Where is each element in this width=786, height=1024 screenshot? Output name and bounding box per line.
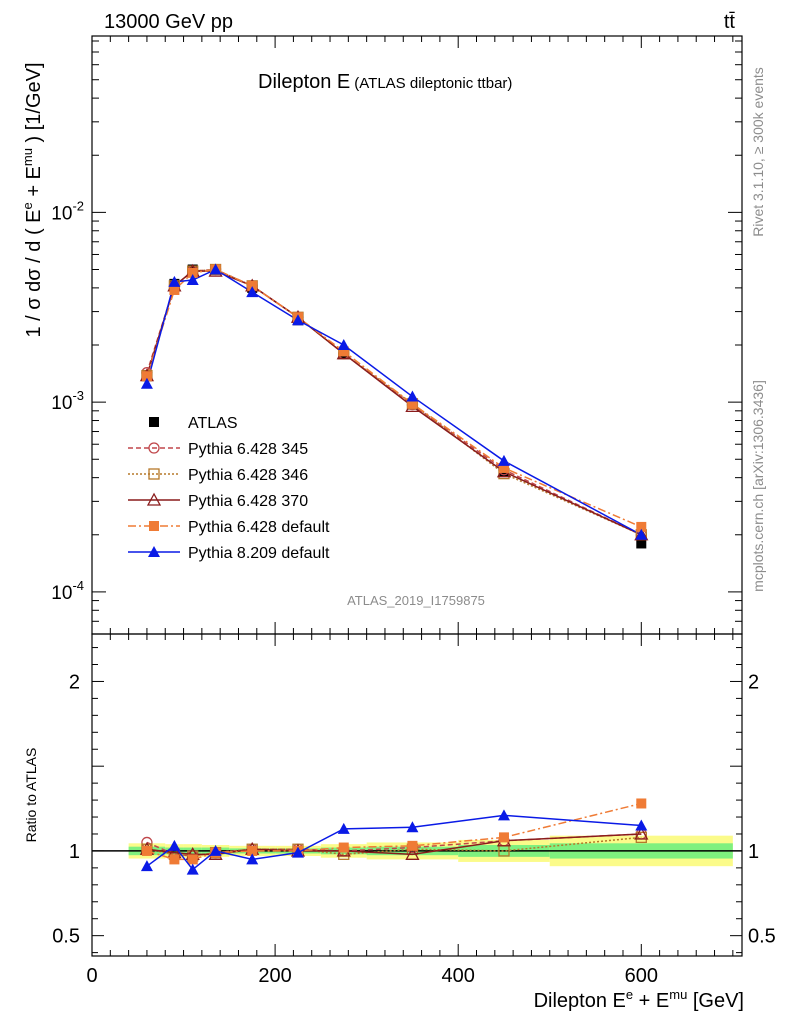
ratio-point-pdef6 [636, 798, 647, 809]
legend-label-p370: Pythia 6.428 370 [188, 493, 308, 510]
ratio-panel-frame [91, 633, 743, 957]
ratio-point-p8 [635, 819, 648, 831]
series-line-pdef6 [146, 268, 642, 528]
data-point-p8 [635, 528, 648, 540]
x-axis-label: Dilepton Ee + Emu [GeV] [534, 987, 744, 1012]
ratio-point-p8 [140, 860, 153, 872]
data-point-p8 [497, 454, 510, 466]
data-point-pdef6 [141, 371, 152, 382]
legend-label-pdef6: Pythia 6.428 default [188, 519, 330, 536]
series-line-p345 [146, 268, 642, 536]
legend-label-p8: Pythia 8.209 default [188, 545, 330, 562]
data-point-p8 [246, 286, 259, 298]
ratio-point-p370 [634, 826, 649, 840]
data-point-atlas [636, 538, 647, 549]
ratio-point-pdef6 [498, 832, 509, 843]
ratio-point-pdef6 [407, 840, 418, 851]
legend-label-p346: Pythia 6.428 346 [188, 467, 308, 484]
ratio-point-p8 [246, 853, 259, 865]
x-tick-label: 400 [442, 965, 475, 987]
ratio-point-p8 [337, 822, 350, 834]
ratio-y-tick-label: 0.5 [52, 926, 80, 948]
ratio-line-p346 [146, 836, 642, 857]
ratio-line-p370 [146, 833, 642, 856]
ratio-point-pdef6 [169, 854, 180, 865]
ratio-point-p8 [406, 821, 419, 833]
data-point-p8 [209, 263, 222, 275]
ratio-line-pdef6 [146, 802, 642, 861]
ratio-y-tick-label-right: 0.5 [748, 926, 776, 948]
chart-title: Dilepton E (ATLAS dileptonic ttbar) [258, 71, 512, 93]
main-y-tick-label: 10-4 [51, 578, 84, 604]
x-tick-label: 0 [86, 965, 97, 987]
legend-label-p345: Pythia 6.428 345 [188, 441, 308, 458]
ratio-y-tick-label-right: 2 [748, 671, 759, 693]
process-label: tt̄ [724, 11, 736, 33]
data-point-p8 [291, 314, 304, 326]
x-tick-label: 200 [258, 965, 291, 987]
frames-layer: 0 200 400 600 10-4 10-3 10-2 0.5 0.5 1 1 2 2 [51, 35, 776, 987]
ratio-y-tick-label: 1 [69, 841, 80, 863]
ratio-point-p8 [497, 809, 510, 821]
ratio-point-pdef6 [187, 854, 198, 865]
ratio-lines-layer [139, 798, 649, 875]
chart-title-sub: (ATLAS dileptonic ttbar) [354, 75, 512, 92]
data-point-pdef6 [247, 280, 258, 291]
data-point-p8 [406, 390, 419, 402]
data-point-pdef6 [498, 462, 509, 473]
ratio-point-p8 [291, 846, 304, 858]
legend-marker-p345 [148, 442, 160, 454]
main-lines-layer [139, 263, 649, 549]
x-tick-label: 600 [625, 965, 658, 987]
ratio-point-pdef6 [141, 845, 152, 856]
ratio-point-p8 [186, 863, 199, 875]
analysis-watermark: ATLAS_2019_I1759875 [347, 593, 485, 608]
ratio-y-tick-label-right: 1 [748, 841, 759, 863]
ratio-line-p8 [146, 814, 642, 871]
ratio-point-p8 [209, 844, 222, 856]
data-point-p8 [186, 274, 199, 286]
legend-marker-atlas [149, 417, 159, 427]
legend-marker-p8 [148, 546, 160, 557]
ratio-band-layer [92, 835, 742, 867]
ratio-point-pdef6 [247, 845, 258, 856]
legend-marker-p346 [148, 468, 160, 480]
rivet-version-label: Rivet 3.1.10, ≥ 300k events [750, 67, 766, 237]
chart-title-main: Dilepton E [258, 71, 350, 93]
energy-label: 13000 GeV pp [104, 11, 233, 33]
mcplots-label: mcplots.cern.ch [arXiv:1306.3436] [750, 380, 766, 592]
data-point-pdef6 [187, 267, 198, 278]
legend-marker-p370 [146, 492, 162, 506]
main-y-axis-label: 1 / σ dσ / d ( Ee + Emu ) [1/GeV] [20, 62, 45, 337]
data-point-p8 [337, 339, 350, 351]
data-point-pdef6 [407, 398, 418, 409]
data-point-pdef6 [169, 284, 180, 295]
ratio-point-p8 [168, 839, 181, 851]
main-y-tick-label: 10-2 [51, 198, 84, 224]
ratio-point-p370 [405, 846, 420, 860]
data-point-p8 [168, 275, 181, 287]
series-line-p8 [146, 268, 642, 536]
data-point-pdef6 [338, 346, 349, 357]
main-y-tick-label: 10-3 [51, 388, 84, 414]
ratio-y-tick-label: 2 [69, 671, 80, 693]
ratio-point-pdef6 [338, 842, 349, 853]
legend-marker-pdef6 [149, 521, 159, 531]
data-point-pdef6 [636, 521, 647, 532]
legend-label-atlas: ATLAS [188, 415, 238, 432]
series-line-p370 [146, 270, 642, 536]
legend: ATLAS Pythia 6.428 345 Pythia 6.428 346 Pyt… [128, 415, 330, 562]
data-point-p8 [140, 377, 153, 389]
ratio-y-axis-label: Ratio to ATLAS [23, 748, 39, 843]
